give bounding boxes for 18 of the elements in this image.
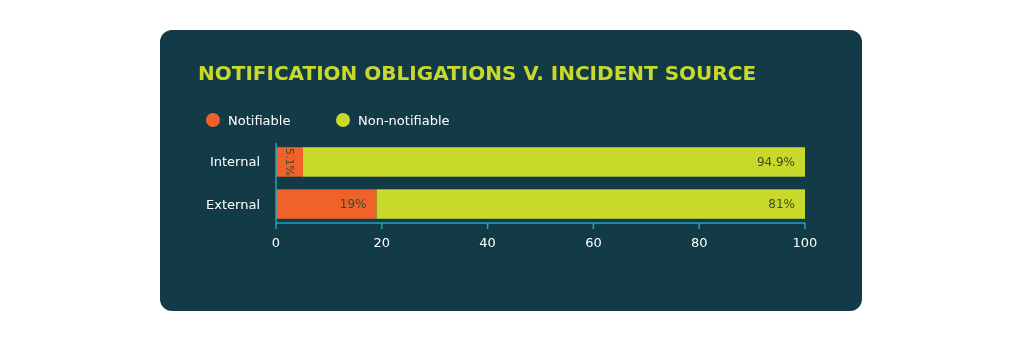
- data-label: 5.1%: [282, 147, 296, 176]
- x-tick-label: 60: [585, 235, 602, 250]
- bar: [376, 189, 805, 219]
- x-tick-label: 20: [373, 235, 391, 250]
- y-tick-label: External: [206, 196, 260, 212]
- x-tick-label: 40: [479, 235, 496, 250]
- bar: [276, 189, 377, 219]
- legend-label: Notifiable: [228, 112, 291, 128]
- bar: [302, 147, 805, 177]
- data-label: 19%: [339, 197, 367, 212]
- data-label: 94.9%: [756, 155, 795, 170]
- x-tick-label: 0: [271, 235, 281, 250]
- y-tick-label: Internal: [209, 154, 260, 170]
- x-tick-label: 80: [690, 235, 708, 250]
- data-label: 81%: [768, 197, 795, 212]
- x-tick-label: 100: [792, 235, 818, 250]
- legend-label: Non-notifiable: [358, 112, 450, 128]
- chart-title: NOTIFICATION OBLIGATIONS V. INCIDENT SOURCE: [198, 61, 757, 85]
